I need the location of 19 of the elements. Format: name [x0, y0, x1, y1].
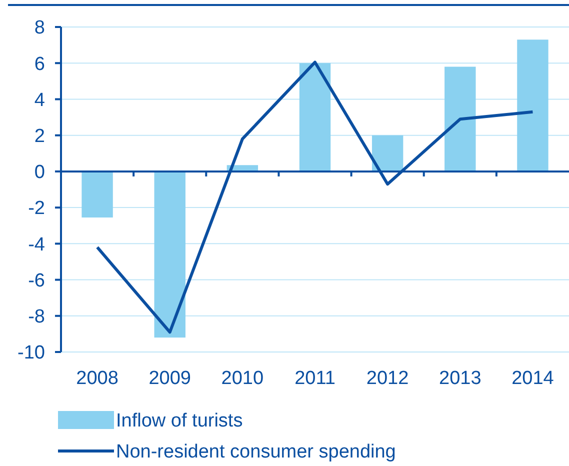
- x-tick-label: 2008: [76, 368, 118, 389]
- legend-label: Inflow of turists: [116, 410, 243, 432]
- y-tick-label: 4: [34, 90, 46, 111]
- y-tick-label: 8: [34, 18, 45, 39]
- y-tick-label: -6: [28, 270, 45, 292]
- x-tick-label: 2014: [512, 368, 554, 389]
- y-tick-label: 2: [34, 126, 45, 147]
- y-tick-label: -4: [28, 234, 46, 256]
- x-tick-label: 2011: [294, 368, 336, 389]
- legend-label: Non-resident consumer spending: [116, 442, 396, 463]
- x-tick-label: 2010: [221, 368, 264, 389]
- x-tick-label: 2009: [148, 368, 191, 389]
- x-tick-label: 2013: [439, 368, 482, 389]
- y-tick-label: -2: [28, 198, 45, 220]
- x-tick-label: 2012: [366, 368, 409, 389]
- y-tick-label: 0: [34, 162, 45, 184]
- y-tick-label: 6: [34, 54, 45, 75]
- y-tick-label: -8: [28, 306, 45, 328]
- y-tick-label: -10: [18, 342, 45, 364]
